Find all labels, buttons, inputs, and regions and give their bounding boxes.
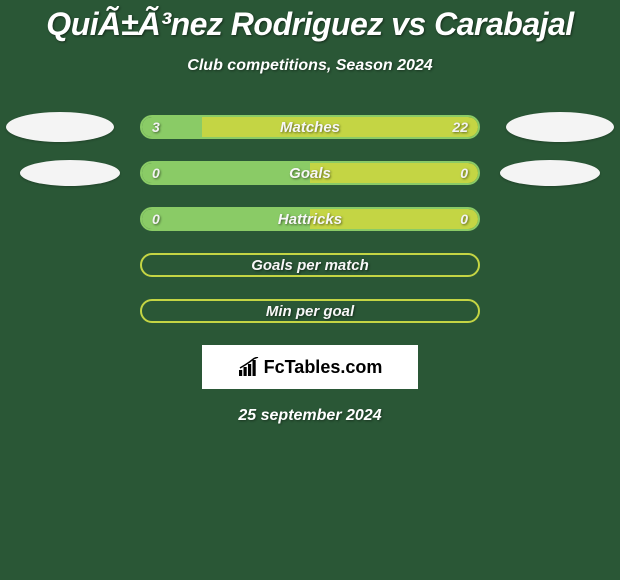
bar-segment-left [142,163,310,183]
stat-row: Min per goal [0,299,620,323]
player-badge-left [6,112,114,142]
bar-segment-left [142,209,310,229]
stat-bar: Min per goal [140,299,480,323]
logo-text: FcTables.com [264,357,383,378]
bar-segment-right [310,163,478,183]
stat-row: Goals per match [0,253,620,277]
stat-bar: Matches322 [140,115,480,139]
page-title: QuiÃ±Ã³nez Rodriguez vs Carabajal [0,0,620,43]
stat-rows: Matches322 Goals00 Hattricks00 Goals per ma… [0,115,620,323]
player-badge-right [506,112,614,142]
stat-row: Hattricks00 [0,207,620,231]
bar-segment-right [310,209,478,229]
stat-row: Matches322 [0,115,620,139]
subtitle: Club competitions, Season 2024 [0,57,620,75]
date-line: 25 september 2024 [0,407,620,425]
player-badge-left [20,160,120,186]
bar-segment-right [202,117,478,137]
stat-bar: Goals00 [140,161,480,185]
stat-bar: Goals per match [140,253,480,277]
stat-label: Min per goal [142,301,478,321]
logo-box: FcTables.com [202,345,418,389]
bar-segment-left [142,117,202,137]
stat-row: Goals00 [0,161,620,185]
stat-label: Goals per match [142,255,478,275]
player-badge-right [500,160,600,186]
stat-bar: Hattricks00 [140,207,480,231]
chart-icon [238,357,260,377]
